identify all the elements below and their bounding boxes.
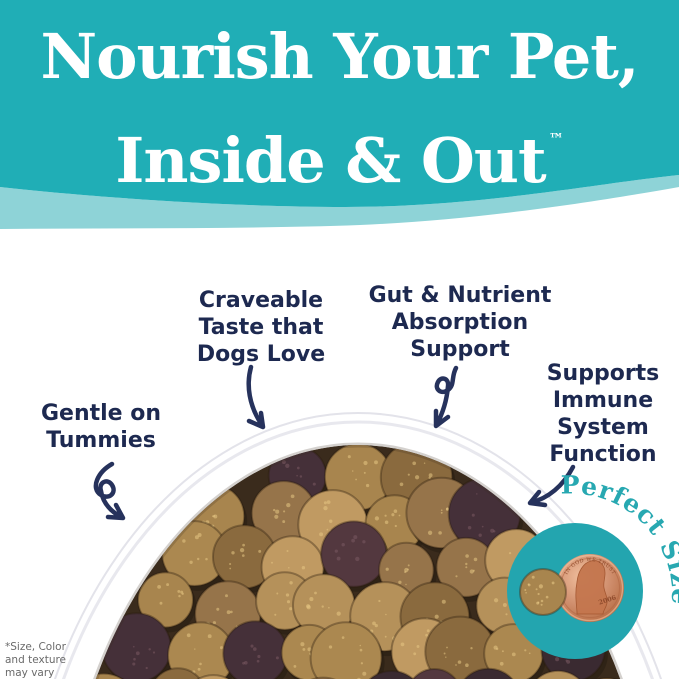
lincoln-profile: [575, 560, 608, 615]
immune-arrow-icon: [527, 464, 576, 508]
bowl-inner-rim: [93, 442, 623, 679]
title-line-2: Inside & Out ™: [115, 124, 564, 197]
gut-arrow-icon: [433, 365, 459, 429]
kibble-sample-image: [519, 568, 567, 616]
penny-image: IN GOD WE TRUST 2006: [556, 554, 624, 622]
header-band: [0, 0, 679, 207]
callout-craveable-taste: Craveable Taste that Dogs Love: [196, 288, 326, 367]
craveable-arrow-icon: [246, 364, 266, 430]
tummies-arrow-icon: [93, 461, 126, 521]
trademark-symbol: ™: [548, 130, 564, 148]
callout-gut-nutrient: Gut & Nutrient Absorption Support: [368, 283, 552, 362]
callout-gentle-tummies: Gentle on Tummies: [40, 401, 162, 453]
title-line-1: Nourish Your Pet,: [40, 20, 639, 93]
callout-immune-system: Supports Immune System Function: [546, 361, 660, 467]
page-title: Nourish Your Pet, Inside & Out ™: [0, 16, 679, 202]
header-wave-stripe: [0, 175, 679, 229]
size-disclaimer: *Size, Color and texture may vary: [5, 641, 67, 679]
bowl-rim-shading: [62, 420, 654, 679]
